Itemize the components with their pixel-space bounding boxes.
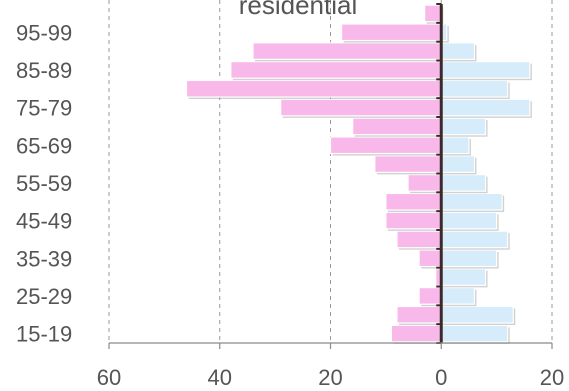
- bar-right-85-89: [440, 61, 531, 79]
- bar-left-35-39: [418, 249, 442, 268]
- bar-right-75-79: [440, 98, 531, 117]
- y-tick-label: 45-49: [16, 209, 72, 234]
- bar-left-55-59: [407, 174, 442, 192]
- bar-left-25-29: [418, 287, 442, 305]
- bar-right-15-19: [440, 324, 509, 343]
- y-tick-label: 95-99: [16, 20, 72, 45]
- bar-left-40-44: [396, 230, 442, 249]
- y-tick-label: 75-79: [16, 96, 72, 121]
- bar-left-70-74: [352, 117, 442, 136]
- bar-right-90-94: [440, 42, 476, 60]
- bar-right-25-29: [440, 287, 476, 305]
- bar-left-85-89: [230, 61, 442, 79]
- bar-left-100+: [424, 4, 442, 23]
- y-tick-label: 15-19: [16, 322, 72, 347]
- y-tick-label: 25-29: [16, 284, 72, 309]
- bars-layer: [185, 4, 532, 344]
- bar-right-50-54: [440, 192, 503, 211]
- bar-right-20-24: [440, 305, 514, 324]
- bar-left-45-49: [385, 211, 442, 230]
- bar-left-20-24: [396, 305, 442, 324]
- x-tick-label: 40: [208, 365, 232, 390]
- bar-right-45-49: [440, 211, 498, 230]
- y-tick-label: 55-59: [16, 171, 72, 196]
- y-tick-label: 35-39: [16, 246, 72, 271]
- bar-right-70-74: [440, 117, 487, 136]
- bar-left-60-64: [374, 155, 442, 173]
- x-tick-label: 20: [540, 365, 564, 390]
- bar-left-65-69: [329, 136, 442, 155]
- bar-left-75-79: [280, 98, 442, 117]
- bar-left-80-84: [185, 79, 442, 98]
- bar-right-35-39: [440, 249, 498, 268]
- x-tick-label: 0: [435, 365, 447, 390]
- axis-layer: [108, 3, 553, 349]
- bar-left-15-19: [390, 324, 442, 343]
- bar-right-80-84: [440, 79, 509, 98]
- bar-right-30-34: [440, 268, 487, 286]
- x-tick-label: 20: [318, 365, 342, 390]
- chart-title: residential: [239, 0, 358, 20]
- bar-right-55-59: [440, 174, 487, 192]
- y-tick-label: 65-69: [16, 133, 72, 158]
- bar-right-40-44: [440, 230, 509, 249]
- y-tick-label: 85-89: [16, 58, 72, 83]
- bar-left-95-99: [340, 23, 442, 42]
- bar-left-50-54: [385, 192, 442, 211]
- x-tick-label: 60: [97, 365, 121, 390]
- bar-right-60-64: [440, 155, 476, 173]
- bar-left-90-94: [252, 42, 442, 60]
- labels-layer: 60 40 20 0 20 15-19 25-29 35-39 45-49 55-59 65-69 7…: [16, 20, 564, 390]
- bar-right-65-69: [440, 136, 470, 155]
